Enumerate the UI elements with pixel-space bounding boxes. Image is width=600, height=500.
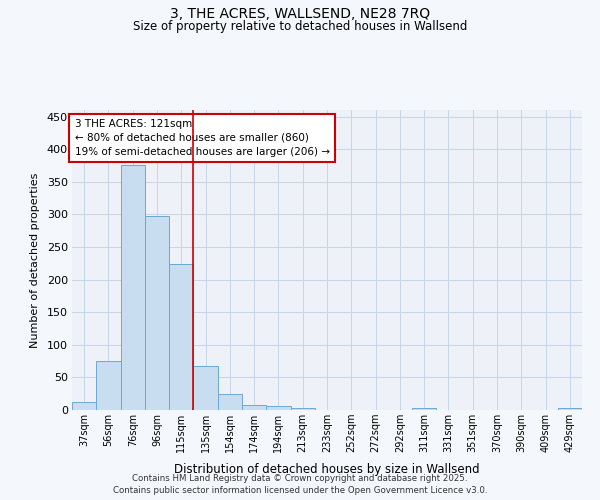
Bar — [412, 408, 436, 410]
Y-axis label: Number of detached properties: Number of detached properties — [30, 172, 40, 348]
Bar — [290, 408, 315, 410]
Bar — [193, 366, 218, 410]
Bar — [169, 264, 193, 410]
Text: Size of property relative to detached houses in Wallsend: Size of property relative to detached ho… — [133, 20, 467, 33]
Bar — [218, 394, 242, 410]
X-axis label: Distribution of detached houses by size in Wallsend: Distribution of detached houses by size … — [174, 464, 480, 476]
Bar — [242, 405, 266, 410]
Text: 3 THE ACRES: 121sqm
← 80% of detached houses are smaller (860)
19% of semi-detac: 3 THE ACRES: 121sqm ← 80% of detached ho… — [74, 119, 329, 157]
Bar — [558, 408, 582, 410]
Bar — [266, 406, 290, 410]
Text: 3, THE ACRES, WALLSEND, NE28 7RQ: 3, THE ACRES, WALLSEND, NE28 7RQ — [170, 8, 430, 22]
Bar — [72, 402, 96, 410]
Bar — [145, 216, 169, 410]
Text: Contains HM Land Registry data © Crown copyright and database right 2025.
Contai: Contains HM Land Registry data © Crown c… — [113, 474, 487, 495]
Bar — [121, 166, 145, 410]
Bar — [96, 361, 121, 410]
